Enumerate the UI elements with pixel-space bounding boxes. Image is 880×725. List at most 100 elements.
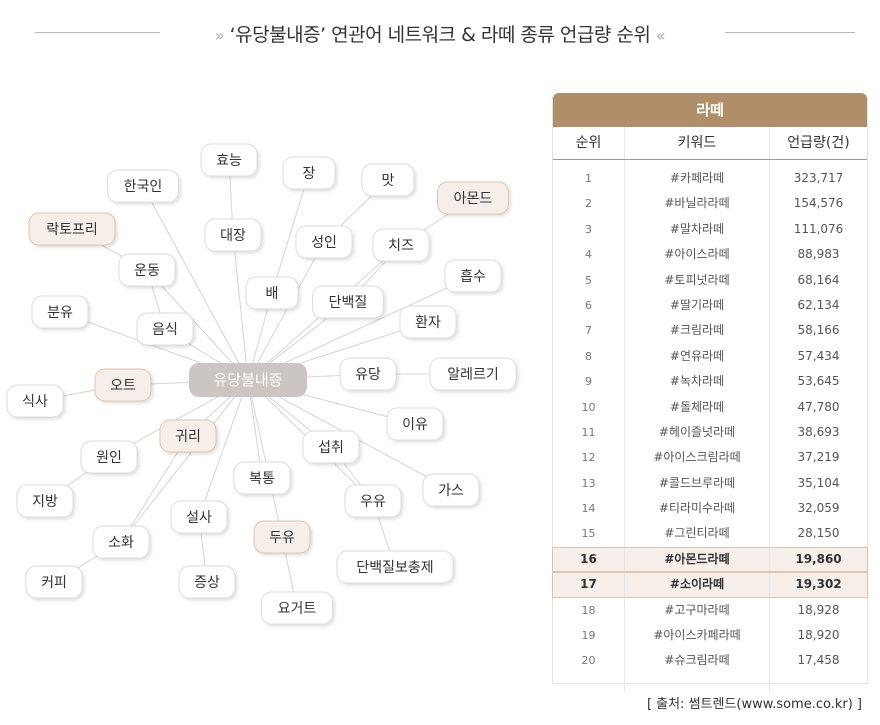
- node-label: 귀리: [175, 429, 201, 445]
- count-cell: 37,219: [797, 450, 840, 465]
- node-label: 장: [303, 166, 316, 182]
- table-row: 6 #딸기라떼 62,134: [553, 292, 867, 319]
- column-header-keyword: 키워드: [624, 127, 770, 159]
- node-label: 소화: [108, 535, 134, 551]
- count-cell: 28,150: [797, 526, 840, 541]
- table-row: 20 #슈크림라떼 17,458: [553, 648, 867, 674]
- table-row: 1 #카페라떼 323,717: [553, 166, 867, 192]
- count-cell: 68,164: [797, 272, 840, 287]
- keyword-node: 복통: [233, 461, 291, 495]
- node-box: [422, 473, 480, 507]
- count-cell: 47,780: [797, 399, 840, 414]
- node-label: 한국인: [124, 179, 163, 195]
- count-cell: 18,928: [797, 602, 840, 617]
- node-box: [372, 228, 430, 262]
- node-box: [361, 163, 415, 197]
- table-row: 13 #콜드브루라떼 35,104: [553, 470, 867, 497]
- rank-cell: 5: [585, 273, 592, 287]
- keyword-node: 흡수: [444, 259, 502, 293]
- node-box: [200, 143, 258, 177]
- rank-cell: 3: [585, 222, 592, 236]
- node-box: [94, 368, 152, 402]
- keyword-cell: #티라미수라떼: [624, 496, 770, 522]
- node-box: [386, 407, 444, 441]
- count-cell: 57,434: [797, 348, 840, 363]
- node-box: [282, 156, 336, 190]
- keyword-node: 원인: [80, 440, 138, 474]
- keyword-node: 맛: [361, 163, 415, 197]
- network-edge: [247, 379, 283, 538]
- rank-cell: 13: [581, 476, 596, 490]
- keyword-node: 우유: [344, 484, 402, 518]
- keyword-node: 배: [245, 276, 299, 310]
- rank-cell: 16: [580, 551, 597, 566]
- table-row: 3 #말차라떼 111,076: [553, 216, 867, 243]
- count-cell: 19,860: [795, 551, 842, 566]
- keyword-node: 대장: [204, 218, 262, 252]
- keyword-node: 유당: [339, 357, 397, 391]
- node-box: [429, 357, 517, 391]
- keyword-cell: #소이라떼: [624, 573, 770, 597]
- keyword-cell: #돌체라떼: [624, 394, 770, 420]
- node-label: 설사: [186, 510, 212, 526]
- column-header-rank: 순위: [575, 135, 602, 151]
- node-box: [178, 565, 236, 599]
- node-label: 이유: [402, 417, 428, 433]
- keyword-node: 두유: [253, 520, 311, 554]
- network-edge: [120, 379, 249, 543]
- count-cell: 88,983: [797, 247, 840, 262]
- keyword-node: 단백질보충제: [336, 550, 454, 584]
- node-box: [6, 384, 64, 418]
- node-label: 효능: [216, 153, 242, 169]
- node-label: 아몬드: [454, 191, 493, 207]
- keyword-node: 성인: [295, 225, 353, 259]
- table-row: 11 #헤이즐넛라떼 38,693: [553, 419, 867, 446]
- keyword-cell: #토피넛라떼: [624, 267, 770, 293]
- keyword-node: 분유: [31, 295, 89, 329]
- chevron-right-icon: »: [214, 26, 225, 45]
- keyword-node: 가스: [422, 473, 480, 507]
- chevron-left-icon: «: [655, 26, 666, 45]
- node-box: [444, 259, 502, 293]
- keyword-node: 운동: [118, 253, 176, 287]
- keyword-node: 한국인: [107, 169, 179, 203]
- node-label: 요거트: [278, 601, 317, 617]
- node-box: [204, 218, 262, 252]
- keyword-cell: #크림라떼: [624, 318, 770, 344]
- keyword-cell: #그린티라떼: [624, 521, 770, 547]
- keyword-node: 아몬드: [437, 181, 509, 215]
- node-box: [261, 591, 333, 625]
- table-header-row: 순위 키워드 언급량(건): [553, 127, 867, 160]
- node-label: 맛: [382, 173, 395, 189]
- node-label: 락토프리: [46, 222, 98, 238]
- count-cell: 154,576: [793, 196, 844, 211]
- keyword-node: 효능: [200, 143, 258, 177]
- node-label: 배: [266, 286, 279, 302]
- keyword-node: 귀리: [159, 419, 217, 453]
- node-label: 섭취: [318, 440, 344, 456]
- count-cell: 38,693: [797, 424, 840, 439]
- count-cell: 53,645: [797, 374, 840, 389]
- keyword-node: 요거트: [261, 591, 333, 625]
- node-label: 흡수: [460, 269, 486, 285]
- keyword-node: 치즈: [372, 228, 430, 262]
- keyword-cell: #녹차라떼: [624, 369, 770, 395]
- network-edge: [271, 172, 310, 294]
- keyword-node: 환자: [399, 305, 457, 339]
- keyword-node: 증상: [178, 565, 236, 599]
- keyword-cell: #콜드브루라떼: [624, 470, 770, 497]
- node-label: 두유: [269, 530, 295, 546]
- table-body: 1 #카페라떼 323,717 2 #바닐라라떼 154,576 3 #말차라떼 111,076…: [552, 166, 868, 674]
- keyword-node: 식사: [6, 384, 64, 418]
- count-cell: 32,059: [797, 501, 840, 516]
- node-label: 오트: [110, 378, 136, 394]
- node-box: [25, 565, 83, 599]
- node-box: [170, 500, 228, 534]
- node-label: 알레르기: [447, 367, 499, 383]
- table-row: 12 #아이스크림라떼 37,219: [553, 445, 867, 471]
- node-box: [233, 461, 291, 495]
- count-cell: 19,302: [795, 577, 842, 592]
- keyword-cell: #아이스카페라떼: [624, 623, 770, 649]
- node-label: 커피: [41, 575, 67, 591]
